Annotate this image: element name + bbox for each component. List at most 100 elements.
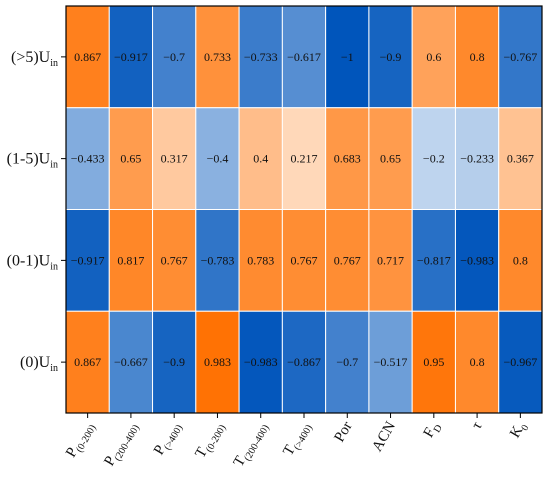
heatmap-cell [454, 5, 500, 109]
cell-value-label: 0.8 [513, 253, 528, 267]
cell-value-label: −0.667 [114, 355, 148, 369]
cell-value-label: 0.95 [423, 355, 444, 369]
cell-value-label: −0.783 [201, 253, 235, 267]
cell-value-label: −1 [341, 50, 354, 64]
cell-value-label: −0.4 [207, 152, 229, 166]
column-label: P(0-200) [63, 419, 99, 462]
column-label: Por [331, 419, 355, 445]
column-label: P(200-400) [101, 419, 142, 470]
heatmap-cell [108, 5, 154, 109]
cell-value-label: 0.983 [204, 355, 231, 369]
cell-value-label: 0.683 [334, 152, 361, 166]
cell-value-label: 0.767 [334, 253, 361, 267]
cell-value-label: −0.2 [423, 152, 445, 166]
column-label-subscript: 0 [519, 423, 531, 433]
cell-value-label: 0.867 [74, 50, 101, 64]
heatmap-cell [281, 107, 327, 210]
cell-value-label: −0.517 [374, 355, 408, 369]
cell-value-label: 0.717 [377, 253, 404, 267]
cell-value-label: 0.217 [291, 152, 318, 166]
cell-value-label: −0.9 [163, 355, 185, 369]
column-label: T(200-400) [231, 419, 272, 471]
cell-value-label: −0.917 [114, 50, 148, 64]
cell-value-label: 0.4 [253, 152, 268, 166]
column-label-subscript: (200-400) [112, 423, 142, 463]
column-label-subscript: (>400) [162, 423, 185, 452]
heatmap-cell [152, 310, 197, 414]
heatmap-cell [325, 107, 370, 210]
column-labels: P(0-200)P(200-400) P(>400)T(0-200)T(200-4… [63, 419, 531, 471]
cell-value-label: −0.967 [503, 355, 537, 369]
heatmap-cell [368, 5, 413, 109]
cell-value-label: 0.8 [470, 355, 485, 369]
heatmap-cell-labels: 0.867 −0.917 −0.7 0.733 −0.733 −0.617 −1 −0.9 0.… [71, 50, 538, 369]
cell-value-label: −0.867 [287, 355, 321, 369]
column-label-subscript: (200-400) [242, 423, 272, 463]
cell-value-label: −0.7 [163, 50, 185, 64]
row-label: (0-1)Uin [7, 252, 58, 272]
heatmap-cell [411, 209, 456, 312]
cell-value-label: 0.733 [204, 50, 231, 64]
cell-value-label: −0.7 [336, 355, 358, 369]
cell-value-label: 0.767 [161, 253, 188, 267]
cell-value-label: −0.983 [460, 253, 494, 267]
row-ticks [61, 56, 66, 363]
column-label-subscript: D [432, 423, 445, 435]
column-label: τ [469, 419, 486, 432]
column-label: K0 [507, 419, 531, 442]
heatmap-cell [498, 107, 543, 210]
heatmap-cell [368, 107, 413, 210]
heatmap-cell [281, 5, 327, 109]
heatmap-cell [152, 209, 197, 312]
cell-value-label: −0.917 [71, 253, 105, 267]
row-label: (1-5)Uin [7, 151, 58, 171]
cell-value-label: 0.783 [247, 253, 274, 267]
cell-value-label: −0.817 [417, 253, 451, 267]
cell-value-label: 0.8 [470, 50, 485, 64]
heatmap-cell [411, 107, 456, 210]
cell-value-label: 0.65 [120, 152, 141, 166]
row-label-subscript: in [50, 58, 58, 69]
heatmap-cell [238, 107, 283, 210]
row-label-base: (0)U [20, 354, 51, 371]
cell-value-label: 0.367 [507, 152, 534, 166]
column-label-base: τ [469, 419, 486, 432]
cell-value-label: 0.6 [426, 50, 441, 64]
row-label-subscript: in [50, 160, 58, 171]
row-label: (0)Uin [20, 354, 58, 374]
heatmap-cell [65, 209, 110, 312]
heatmap-cell [325, 209, 370, 312]
row-label-base: (0-1)U [7, 252, 51, 269]
column-label-subscript: (0-200) [204, 423, 229, 454]
column-label: P(>400) [151, 419, 185, 459]
heatmap-cell [65, 107, 110, 210]
heatmap-cell [195, 310, 240, 414]
column-label: ACN [369, 419, 399, 455]
heatmap-cell [411, 310, 456, 414]
column-label: T(>400) [280, 419, 315, 460]
heatmap-cell [325, 310, 370, 414]
column-label: FD [421, 419, 445, 442]
heatmap-cell [65, 5, 110, 109]
heatmap-cell [454, 107, 500, 210]
cell-value-label: −0.983 [244, 355, 278, 369]
row-label-base: (>5)U [11, 49, 51, 66]
cell-value-label: −0.233 [460, 152, 494, 166]
heatmap-cell [152, 107, 197, 210]
cell-value-label: −0.9 [380, 50, 402, 64]
heatmap-cell [238, 209, 283, 312]
row-label-base: (1-5)U [7, 151, 51, 168]
column-label-base: ACN [369, 419, 399, 455]
cell-value-label: 0.65 [380, 152, 401, 166]
cell-value-label: −0.617 [287, 50, 321, 64]
cell-value-label: 0.317 [161, 152, 188, 166]
column-ticks [87, 413, 521, 418]
cell-value-label: 0.867 [74, 355, 101, 369]
row-labels: (>5)Uin(1-5)Uin(0-1)Uin(0)Uin [7, 49, 58, 374]
heatmap-cell [281, 310, 327, 414]
heatmap-cells [65, 5, 543, 414]
cell-value-label: −0.733 [244, 50, 278, 64]
cell-value-label: −0.433 [71, 152, 105, 166]
cell-value-label: 0.767 [291, 253, 318, 267]
